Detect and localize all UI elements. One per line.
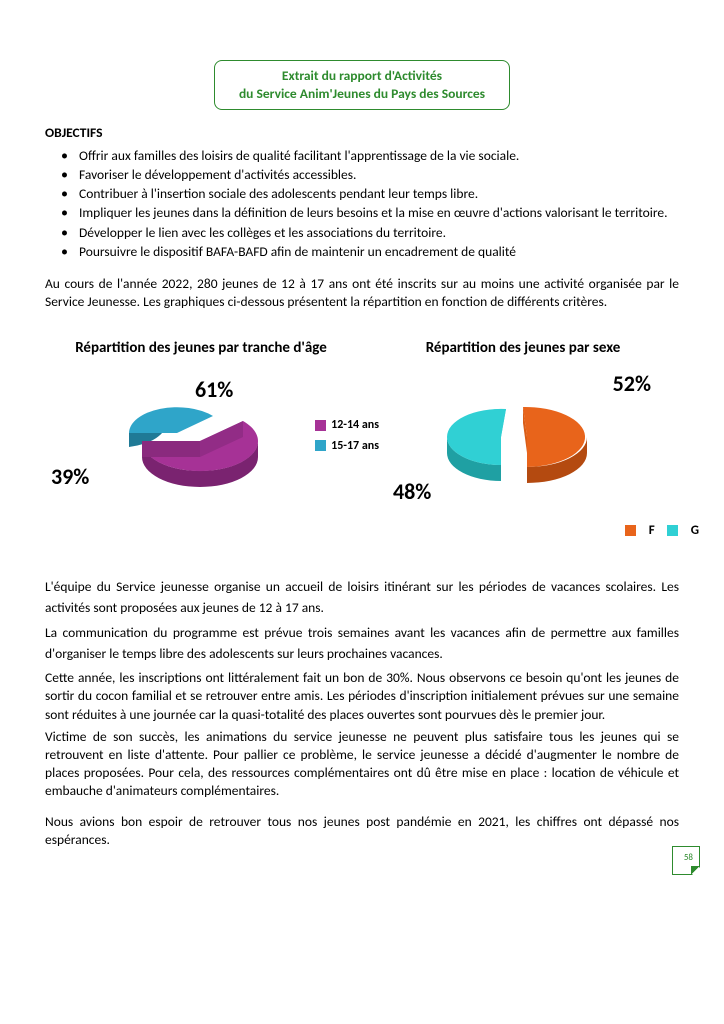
list-item: Contribuer à l'insertion sociale des ado… bbox=[79, 185, 679, 203]
chart-age-canvas: 61% 39% 12-14 ans 15-17 ans bbox=[45, 367, 357, 537]
title-line-2: du Service Anim'Jeunes du Pays des Sourc… bbox=[239, 85, 485, 103]
body-p1: L'équipe du Service jeunesse organise un… bbox=[45, 577, 679, 619]
charts-row: Répartition des jeunes par tranche d'âge bbox=[45, 339, 679, 537]
list-item: Favoriser le développement d'activités a… bbox=[79, 166, 679, 184]
legend-label: G bbox=[691, 522, 699, 540]
body-p4: Victime de son succès, les animations du… bbox=[45, 728, 679, 801]
body-p2: La communication du programme est prévue… bbox=[45, 623, 679, 665]
chart-age: Répartition des jeunes par tranche d'âge bbox=[45, 339, 357, 537]
list-item: Poursuivre le dispositif BAFA-BAFD afin … bbox=[79, 243, 679, 261]
objectifs-list: Offrir aux familles des loisirs de quali… bbox=[45, 147, 679, 261]
intro-paragraph: Au cours de l'année 2022, 280 jeunes de … bbox=[45, 275, 679, 311]
list-item: Développer le lien avec les collèges et … bbox=[79, 224, 679, 242]
title-box: Extrait du rapport d'Activités du Servic… bbox=[214, 60, 510, 110]
swatch-15-17 bbox=[315, 440, 326, 451]
list-item: Impliquer les jeunes dans la définition … bbox=[79, 204, 679, 222]
page-number: 58 bbox=[672, 846, 700, 875]
chart-sex-canvas: 52% 48% F G bbox=[367, 367, 679, 537]
chart-sex-title: Répartition des jeunes par sexe bbox=[367, 339, 679, 357]
swatch-g bbox=[667, 525, 678, 536]
pct-39: 39% bbox=[51, 462, 89, 492]
pct-52: 52% bbox=[613, 369, 651, 399]
pct-48: 48% bbox=[393, 477, 431, 507]
chart-sex: Répartition des jeunes par sexe 5 bbox=[367, 339, 679, 537]
title-line-1: Extrait du rapport d'Activités bbox=[239, 67, 485, 85]
swatch-f bbox=[625, 525, 636, 536]
legend-label: F bbox=[649, 522, 655, 540]
objectifs-heading: OBJECTIFS bbox=[45, 124, 679, 142]
body-p3: Cette année, les inscriptions ont littér… bbox=[45, 669, 679, 724]
pie-sex-svg bbox=[423, 367, 623, 507]
swatch-12-14 bbox=[315, 420, 326, 431]
chart-sex-legend: F G bbox=[625, 522, 699, 540]
body-p5: Nous avions bon espoir de retrouver tous… bbox=[45, 813, 679, 849]
list-item: Offrir aux familles des loisirs de quali… bbox=[79, 147, 679, 165]
pct-61: 61% bbox=[195, 375, 233, 405]
chart-age-title: Répartition des jeunes par tranche d'âge bbox=[45, 339, 357, 357]
